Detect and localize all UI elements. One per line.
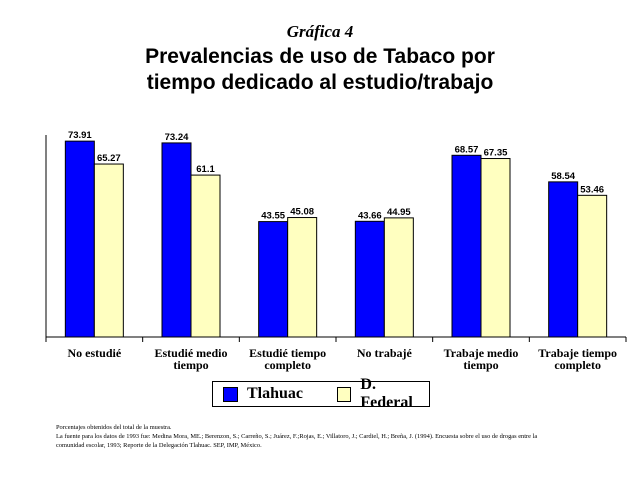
category-label: No trabajé (357, 346, 413, 360)
legend-item-d-federal: D. Federal (327, 376, 429, 412)
legend-label-d-federal: D. Federal (360, 376, 413, 411)
data-label: 45.08 (290, 207, 314, 218)
bar-d-federal (577, 194, 608, 338)
bar-tlahuac (451, 154, 482, 338)
bar-d-federal (383, 217, 414, 338)
bar-d-federal (93, 163, 124, 338)
footnote-line-2: La fuente para los datos de 1993 fue: Me… (56, 432, 538, 440)
bar-d-federal (480, 158, 511, 338)
data-label: 58.54 (551, 171, 575, 182)
bar-tlahuac (354, 220, 385, 338)
bar-tlahuac (64, 140, 95, 338)
data-label: 61.1 (196, 164, 215, 175)
data-label: 53.46 (580, 184, 604, 195)
category-label: Estudié medio (154, 346, 227, 360)
data-label: 43.66 (358, 210, 382, 221)
footnote-line-1: Porcentajes obtenidos del total de la mu… (56, 424, 172, 431)
legend-label-tlahuac: Tlahuac (247, 385, 304, 402)
data-label: 44.95 (387, 207, 411, 218)
footnotes: Porcentajes obtenidos del total de la mu… (56, 424, 626, 450)
figure-label: Gráfica 4 (286, 22, 354, 41)
category-label: tiempo (463, 358, 498, 372)
bar-tlahuac (548, 181, 579, 338)
category-label: completo (264, 358, 311, 372)
category-label: tiempo (173, 358, 208, 372)
legend-swatch-tlahuac (223, 386, 238, 402)
data-label: 73.91 (68, 130, 92, 141)
data-label: 65.27 (97, 153, 121, 164)
footnote-line-3: comunidad escolar, 1993; Reporte de la D… (56, 441, 262, 449)
bar-d-federal (287, 217, 318, 338)
data-label: 43.55 (261, 211, 285, 222)
bar-d-federal (190, 174, 221, 338)
category-label: Trabaje medio (444, 346, 519, 360)
category-label: Trabaje tiempo (538, 346, 617, 360)
bar-tlahuac (258, 221, 289, 338)
chart-legend: Tlahuac D. Federal (212, 376, 430, 411)
category-label: completo (554, 358, 601, 372)
legend-swatch-d-federal (337, 386, 352, 402)
data-label: 73.24 (165, 132, 189, 143)
bar-tlahuac (161, 142, 192, 338)
data-label: 67.35 (484, 148, 508, 159)
category-label: No estudié (67, 346, 121, 360)
chart-title-line-1: Prevalencias de uso de Tabaco por (145, 45, 495, 68)
chart-title-line-2: tiempo dedicado al estudio/trabajo (146, 71, 494, 94)
legend-item-tlahuac: Tlahuac (213, 385, 303, 403)
chart-title: Prevalencias de uso de Tabaco por tiempo… (100, 44, 540, 96)
category-label: Estudié tiempo (249, 346, 326, 360)
data-label: 68.57 (455, 144, 479, 155)
